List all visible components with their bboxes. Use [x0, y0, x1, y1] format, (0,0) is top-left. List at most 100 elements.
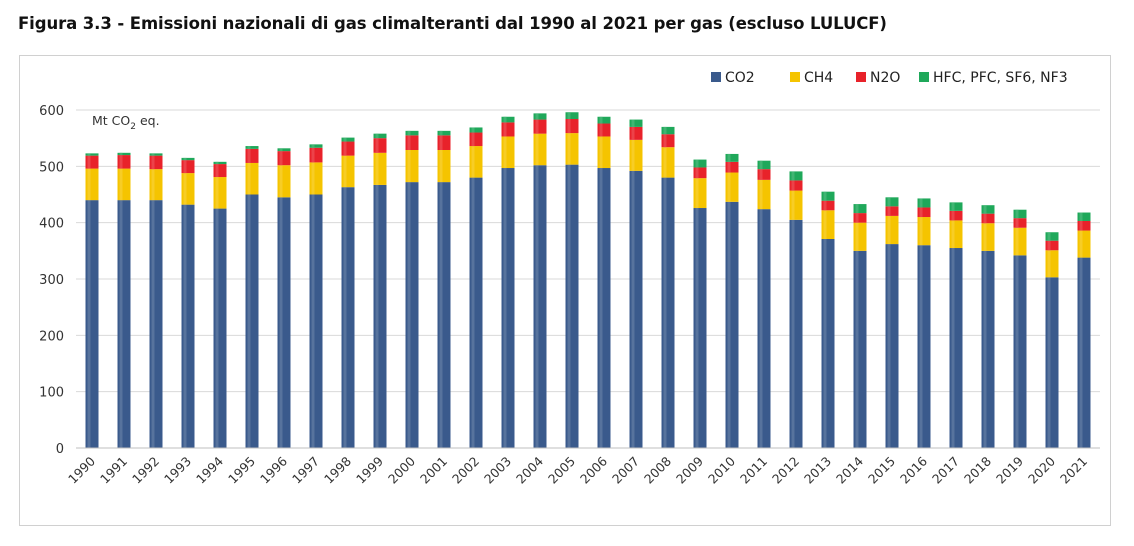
x-tick-label: 2021 — [1057, 454, 1090, 487]
x-tick-label: 1991 — [97, 454, 130, 487]
bar-segment-highlight — [695, 208, 699, 448]
y-tick-label: 300 — [39, 273, 64, 288]
bar-segment-highlight — [311, 144, 315, 148]
bar-segment-hfc-pfc-sf6-nf3 — [213, 161, 227, 165]
bar-segment-highlight — [759, 209, 763, 448]
y-tick-label: 100 — [39, 386, 64, 401]
bar-segment-highlight — [759, 169, 763, 180]
bar-segment-hfc-pfc-sf6-nf3 — [245, 146, 259, 149]
x-tick-label: 2000 — [385, 453, 418, 486]
legend-label: CO2 — [725, 70, 755, 86]
bar-segment-highlight — [823, 200, 827, 211]
bar-segment-highlight — [311, 194, 315, 448]
bar-segment-highlight — [407, 182, 411, 448]
bar-segment-highlight — [599, 123, 603, 137]
bar-segment-hfc-pfc-sf6-nf3 — [533, 113, 547, 120]
x-tick-label: 2002 — [449, 454, 482, 487]
x-tick-label: 2009 — [673, 453, 706, 486]
bar-segment-highlight — [119, 168, 123, 201]
bar-segment-ch4 — [757, 179, 771, 210]
bar-segment-highlight — [119, 155, 123, 169]
bar-segment-highlight — [151, 153, 155, 156]
bar-segment-n2o — [597, 123, 611, 137]
x-tick-label: 1990 — [65, 453, 98, 486]
bar-segment-highlight — [727, 201, 731, 448]
bar-segment-n2o — [981, 213, 995, 224]
bar-segment-highlight — [791, 219, 795, 448]
bar-segment-hfc-pfc-sf6-nf3 — [661, 126, 675, 135]
bar-segment-n2o — [629, 126, 643, 140]
bar-segment-co2 — [565, 164, 579, 448]
bar-segment-highlight — [855, 222, 859, 251]
bar-segment-highlight — [535, 119, 539, 134]
x-tick-label: 2013 — [801, 454, 834, 487]
bar-segment-highlight — [375, 133, 379, 139]
bar-segment-highlight — [87, 153, 91, 156]
bar-segment-n2o — [117, 155, 131, 169]
bar-segment-n2o — [245, 148, 259, 163]
bar-segment-ch4 — [533, 133, 547, 166]
x-tick-label: 2014 — [833, 453, 866, 486]
bar-segment-n2o — [373, 138, 387, 153]
bar-segment-highlight — [375, 184, 379, 448]
bar-segment-highlight — [663, 126, 667, 135]
bar-segment-co2 — [405, 182, 419, 448]
x-tick-label: 1996 — [257, 453, 290, 486]
bar-segment-highlight — [951, 202, 955, 211]
bar-segment-highlight — [983, 250, 987, 448]
x-tick-label: 1999 — [353, 453, 386, 486]
bar-segment-highlight — [503, 116, 507, 123]
bar-segment-highlight — [215, 208, 219, 448]
bar-segment-highlight — [727, 161, 731, 173]
bar-segment-highlight — [727, 153, 731, 162]
bar-segment-n2o — [437, 135, 451, 150]
x-tick-label: 2012 — [769, 454, 802, 487]
bar-segment-n2o — [757, 169, 771, 180]
bar-segment-ch4 — [885, 215, 899, 245]
bar-segment-highlight — [279, 151, 283, 166]
bar-segment-co2 — [821, 239, 835, 448]
bar-segment-highlight — [695, 167, 699, 179]
bar-segment-ch4 — [693, 178, 707, 209]
bar-segment-ch4 — [597, 136, 611, 169]
bar-segment-hfc-pfc-sf6-nf3 — [501, 116, 515, 123]
bar-segment-hfc-pfc-sf6-nf3 — [821, 191, 835, 201]
bar-segment-highlight — [279, 165, 283, 198]
bar-segment-highlight — [1015, 209, 1019, 219]
bar-segment-hfc-pfc-sf6-nf3 — [565, 112, 579, 120]
unit-label: Mt CO2 eq. — [92, 113, 160, 132]
bar-segment-hfc-pfc-sf6-nf3 — [181, 157, 195, 161]
bar-segment-highlight — [407, 130, 411, 136]
bar-segment-highlight — [151, 200, 155, 448]
bar-segment-ch4 — [917, 217, 931, 246]
bar-segment-co2 — [1013, 255, 1027, 448]
bar-segment-n2o — [949, 210, 963, 221]
y-tick-label: 500 — [39, 160, 64, 175]
bar-segment-highlight — [471, 132, 475, 147]
bar-segment-highlight — [855, 213, 859, 223]
bar-segment-n2o — [149, 155, 163, 170]
bar-segment-highlight — [1079, 257, 1083, 448]
bar-segment-highlight — [1079, 230, 1083, 258]
bar-segment-hfc-pfc-sf6-nf3 — [1013, 209, 1027, 219]
bar-segment-highlight — [631, 139, 635, 171]
bar-segment-highlight — [279, 197, 283, 448]
legend-label: N2O — [870, 70, 900, 86]
bar-segment-n2o — [1077, 220, 1091, 231]
x-tick-label: 2008 — [641, 453, 674, 486]
bar-segment-highlight — [919, 198, 923, 208]
bar-segment-hfc-pfc-sf6-nf3 — [693, 159, 707, 168]
bar-segment-highlight — [887, 206, 891, 216]
y-tick-label: 600 — [39, 104, 64, 119]
bar-segment-highlight — [215, 164, 219, 178]
bar-segment-highlight — [695, 178, 699, 209]
bar-segment-co2 — [437, 182, 451, 448]
x-tick-label: 2004 — [513, 453, 546, 486]
bar-segment-ch4 — [437, 149, 451, 183]
x-tick-label: 1994 — [193, 453, 226, 486]
bar-segment-ch4 — [725, 172, 739, 202]
chart-frame: 0 100 200 300 400 500 600 Mt CO2 eq. 1990 1991 199… — [19, 55, 1111, 526]
bar-segment-n2o — [725, 161, 739, 173]
bar-segment-hfc-pfc-sf6-nf3 — [437, 130, 451, 136]
